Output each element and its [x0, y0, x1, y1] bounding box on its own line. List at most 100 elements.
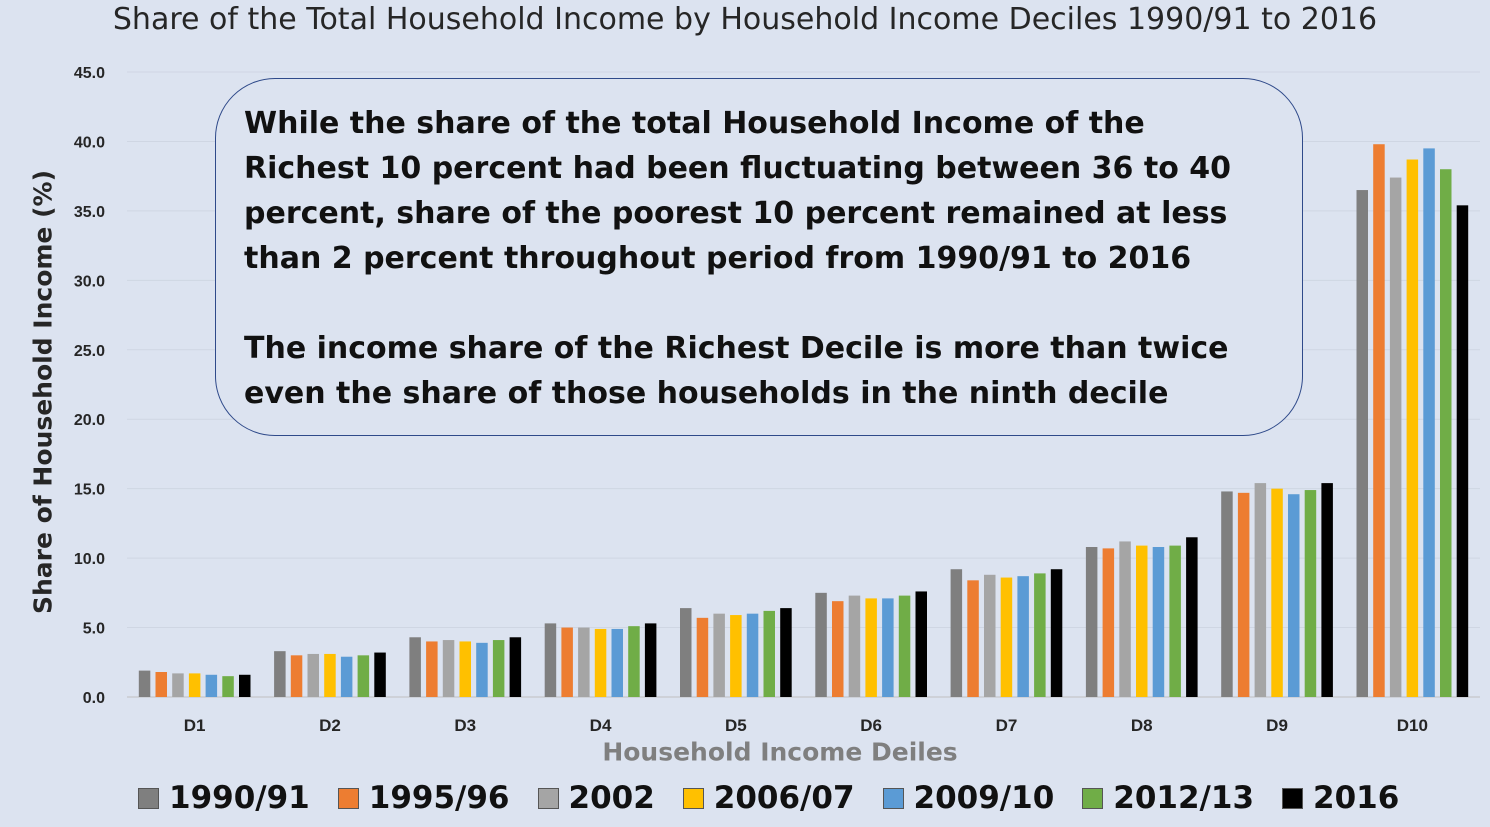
legend-label: 1990/91 — [169, 780, 310, 816]
y-tick-label: 5.0 — [83, 621, 105, 638]
bar-d7-2006-07 — [1000, 577, 1013, 697]
bar-d4-1990-91 — [544, 623, 557, 697]
bar-d9-1990-91 — [1221, 491, 1233, 697]
x-tick-label: D4 — [590, 716, 612, 735]
bar-d7-2012-13 — [1034, 573, 1046, 697]
bar-d9-1995-96 — [1237, 492, 1250, 697]
bar-d2-2009-10 — [340, 656, 353, 697]
legend-swatch — [138, 787, 159, 809]
legend-item: 1990/91 — [138, 780, 310, 816]
bar-d7-1995-96 — [967, 580, 979, 697]
bar-d8-2016 — [1186, 537, 1198, 697]
bar-d1-2016 — [239, 674, 251, 697]
bar-d3-2016 — [509, 637, 522, 697]
bar-d3-1990-91 — [409, 637, 421, 697]
bar-d2-2002 — [307, 653, 319, 697]
bar-d1-2009-10 — [205, 674, 218, 697]
bar-d5-2002 — [713, 613, 725, 697]
annotation-box: While the share of the total Household I… — [215, 78, 1303, 436]
bar-d8-1990-91 — [1085, 547, 1098, 697]
bar-d1-2012-13 — [222, 676, 234, 697]
annotation-paragraph-2: The income share of the Richest Decile i… — [244, 331, 1229, 411]
bar-d5-2009-10 — [746, 613, 759, 697]
bar-d2-1995-96 — [290, 655, 303, 697]
legend-item: 1995/96 — [337, 780, 510, 816]
y-axis-label: Share of Household Income (%) — [28, 170, 58, 614]
bar-d5-1995-96 — [696, 617, 709, 697]
bar-d10-1995-96 — [1373, 144, 1385, 697]
bar-d3-2012-13 — [492, 640, 505, 697]
bar-d6-1990-91 — [815, 592, 827, 697]
bar-d10-2009-10 — [1423, 148, 1435, 697]
x-tick-label: D7 — [996, 716, 1018, 735]
legend-swatch — [337, 787, 359, 809]
y-axis-ticks: 0.0 5.0 10.0 15.0 20.0 25.0 30.0 35.0 40.0 45.0 — [74, 65, 105, 707]
y-tick-label: 15.0 — [74, 482, 105, 499]
y-tick-label: 10.0 — [74, 551, 105, 568]
bar-d8-1995-96 — [1102, 548, 1115, 697]
bar-d2-2016 — [374, 652, 386, 697]
bar-d1-2006-07 — [188, 673, 201, 697]
x-tick-label: D1 — [184, 716, 206, 735]
y-tick-label: 45.0 — [74, 65, 105, 82]
legend-label: 2002 — [568, 780, 655, 816]
bar-d6-2016 — [915, 591, 927, 697]
bar-d3-2006-07 — [459, 641, 471, 697]
bar-d7-1990-91 — [950, 569, 963, 697]
bars — [138, 144, 1469, 698]
bar-d2-2012-13 — [357, 655, 370, 697]
bar-d5-2006-07 — [730, 615, 742, 697]
bar-d1-2002 — [172, 673, 184, 697]
bar-d6-1995-96 — [832, 601, 844, 697]
legend-swatch — [1082, 787, 1104, 809]
bar-d7-2016 — [1050, 569, 1063, 697]
legend-label: 1995/96 — [368, 780, 510, 816]
x-tick-label: D8 — [1131, 716, 1153, 735]
legend-item: 2006/07 — [682, 780, 855, 816]
bar-d5-1990-91 — [680, 608, 692, 697]
bar-d9-2002 — [1254, 483, 1267, 697]
y-tick-label: 40.0 — [74, 134, 105, 151]
y-tick-label: 35.0 — [74, 204, 105, 221]
bar-d7-2009-10 — [1017, 576, 1029, 697]
y-tick-label: 30.0 — [74, 273, 105, 290]
annotation-paragraph-1: While the share of the total Household I… — [244, 106, 1232, 276]
bar-d6-2006-07 — [865, 598, 877, 697]
bar-d4-2006-07 — [594, 628, 607, 697]
bar-d6-2002 — [848, 595, 861, 697]
bar-d8-2012-13 — [1169, 545, 1181, 697]
x-axis-ticks: D1 D2 D3 D4 D5 D6 D7 D8 D9 D10 — [184, 716, 1428, 735]
bar-d9-2006-07 — [1271, 488, 1283, 697]
legend-swatch — [537, 787, 559, 809]
legend-swatch — [1282, 787, 1304, 809]
legend-label: 2016 — [1313, 780, 1400, 816]
bar-d4-2002 — [578, 627, 590, 697]
y-tick-label: 20.0 — [74, 412, 105, 429]
x-tick-label: D9 — [1266, 716, 1288, 735]
x-tick-label: D2 — [319, 716, 341, 735]
bar-d10-2012-13 — [1440, 169, 1452, 697]
bar-d6-2012-13 — [898, 595, 911, 697]
bar-d4-1995-96 — [561, 627, 573, 697]
bar-d3-2009-10 — [476, 642, 488, 697]
bar-d10-2006-07 — [1406, 159, 1419, 697]
legend-swatch — [882, 787, 904, 809]
bar-d9-2012-13 — [1304, 490, 1317, 697]
bar-d5-2012-13 — [763, 610, 775, 697]
bar-d6-2009-10 — [882, 598, 894, 697]
x-tick-label: D10 — [1397, 716, 1428, 735]
bar-d3-1995-96 — [426, 641, 438, 697]
bar-d1-1990-91 — [138, 670, 151, 697]
bar-d10-2002 — [1389, 177, 1402, 698]
bar-d4-2016 — [644, 623, 657, 697]
bar-d8-2002 — [1119, 541, 1131, 697]
bar-d2-1990-91 — [274, 651, 286, 697]
bar-d10-1990-91 — [1356, 190, 1368, 698]
bar-d1-1995-96 — [155, 672, 167, 697]
bar-d2-2006-07 — [324, 653, 336, 697]
chart-title: Share of the Total Household Income by H… — [112, 2, 1378, 37]
x-tick-label: D3 — [454, 716, 476, 735]
legend: 1990/91 1995/96 2002 2006/07 2009/10 2012/13 2… — [138, 778, 1427, 818]
x-tick-label: D6 — [860, 716, 882, 735]
bar-d9-2016 — [1321, 483, 1333, 697]
